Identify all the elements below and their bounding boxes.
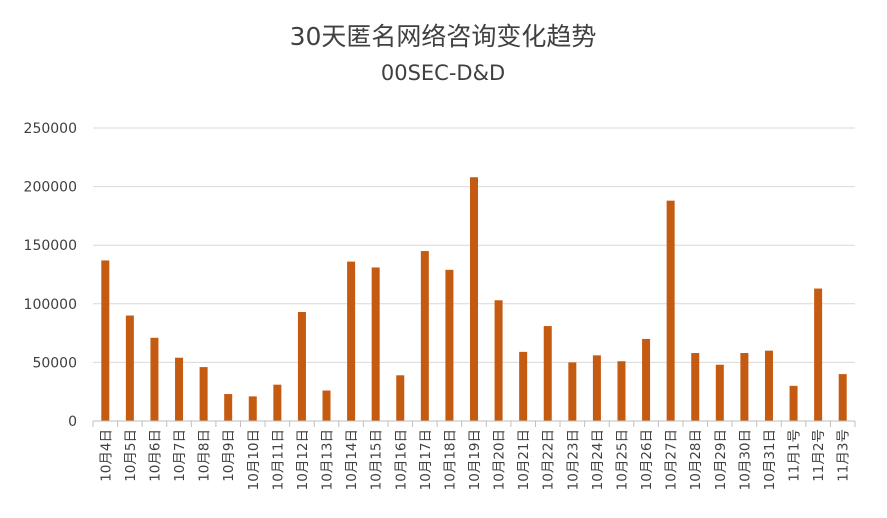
x-tick-label: 10月27日 (664, 429, 680, 490)
y-tick-label: 100000 (24, 297, 77, 313)
y-tick-label: 250000 (24, 121, 77, 137)
x-tick-label: 10月18日 (442, 429, 458, 490)
bar (666, 200, 675, 421)
bar (101, 260, 110, 421)
bar (642, 338, 651, 421)
x-tick-label: 10月12日 (295, 429, 311, 490)
bar (592, 355, 601, 421)
x-tick-label: 10月10日 (246, 429, 262, 490)
x-tick-label: 10月6日 (147, 429, 163, 482)
bar (740, 353, 749, 421)
x-tick-label: 11月2号 (811, 429, 827, 482)
x-tick-label: 10月25日 (614, 429, 630, 490)
y-tick-label: 50000 (32, 355, 77, 371)
bar (814, 288, 823, 421)
x-tick-label: 10月4日 (98, 429, 114, 482)
bar (764, 350, 773, 421)
bar (347, 261, 356, 421)
y-tick-label: 150000 (24, 238, 77, 254)
x-tick-label: 10月31日 (762, 429, 778, 490)
x-tick-label: 10月21日 (516, 429, 532, 490)
chart-title: 30天匿名网络咨询变化趋势 (290, 22, 597, 51)
x-tick-label: 10月28日 (688, 429, 704, 490)
x-tick-label: 10月22日 (541, 429, 557, 490)
bar (248, 396, 257, 421)
bar (175, 357, 184, 421)
bar (519, 351, 528, 421)
bar (150, 337, 159, 421)
bar (838, 374, 847, 421)
bar (420, 251, 429, 421)
x-tick-label: 10月13日 (320, 429, 336, 490)
bar (691, 353, 700, 421)
x-tick-label: 10月9日 (221, 429, 237, 482)
bar (371, 267, 380, 421)
bar (470, 177, 478, 421)
bar (199, 367, 208, 421)
bar (445, 269, 454, 421)
y-tick-label: 0 (68, 414, 77, 430)
watermark: CSDN @零零信安 (769, 494, 875, 509)
y-tick-label: 200000 (24, 180, 77, 196)
bar (568, 362, 577, 421)
bar (543, 326, 552, 421)
x-tick-label: 10月29日 (713, 429, 729, 490)
bar (273, 384, 282, 421)
x-tick-label: 10月15日 (369, 429, 385, 490)
bars (101, 177, 847, 421)
x-tick-label: 10月19日 (467, 429, 483, 490)
x-tick-label: 10月20日 (492, 429, 508, 490)
x-tick-label: 10月7日 (172, 429, 188, 482)
bar (617, 361, 626, 421)
bar (224, 394, 233, 421)
bar (494, 300, 503, 421)
bar (789, 385, 798, 421)
x-tick-label: 10月23日 (565, 429, 581, 490)
x-tick-label: 10月24日 (590, 429, 606, 490)
x-tick-label: 10月26日 (639, 429, 655, 490)
x-axis-ticks: 10月4日 10月5日 10月6日 10月7日 10月8日 10月9日 10月10日 10月1… (92, 421, 856, 490)
bar (322, 390, 331, 421)
x-tick-label: 10月11日 (270, 429, 286, 490)
x-tick-label: 10月14日 (344, 429, 360, 490)
x-tick-label: 10月17日 (418, 429, 434, 490)
x-tick-label: 10月16日 (393, 429, 409, 490)
x-tick-label: 11月3号 (836, 429, 852, 482)
bar (297, 312, 306, 421)
bar (715, 364, 724, 421)
x-tick-label: 10月30日 (737, 429, 753, 490)
chart-subtitle: 00SEC-D&D (381, 61, 505, 85)
bar (125, 315, 134, 421)
x-tick-label: 11月1号 (787, 429, 803, 482)
x-tick-label: 10月8日 (197, 429, 213, 482)
x-tick-label: 10月5日 (123, 429, 139, 482)
bar (396, 375, 405, 421)
y-axis-ticks: 0 50000 100000 150000 200000 250000 (24, 121, 77, 430)
